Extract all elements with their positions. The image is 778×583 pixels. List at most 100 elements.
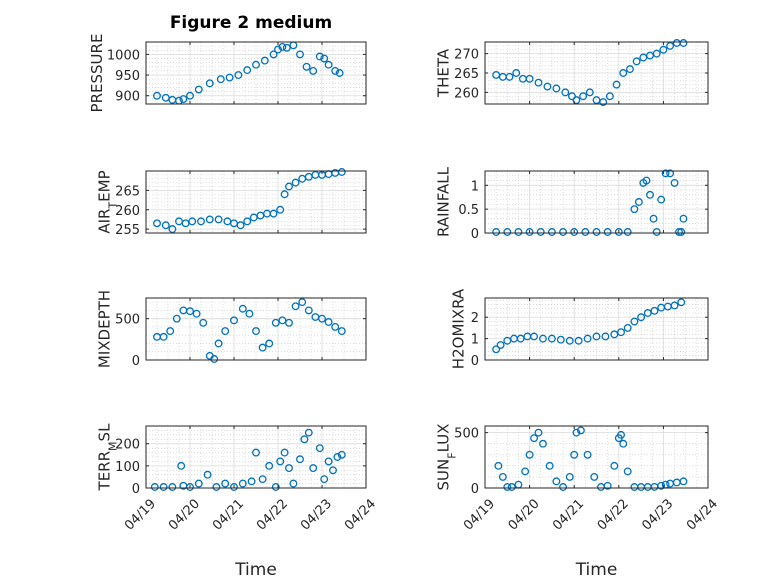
- data-point: [570, 228, 579, 236]
- data-point: [159, 332, 168, 341]
- data-point: [559, 483, 567, 491]
- data-point: [576, 426, 585, 435]
- data-point: [565, 336, 574, 345]
- y-axis-label: H2OMIXRA: [450, 288, 468, 369]
- data-point: [258, 475, 267, 484]
- data-point: [296, 50, 304, 59]
- data-point: [331, 66, 340, 75]
- y-axis-label: TERRMSL: [96, 423, 120, 492]
- data-point: [243, 66, 252, 75]
- data-point: [574, 336, 583, 345]
- data-point: [192, 309, 201, 318]
- y-tick-label: 265: [454, 67, 479, 82]
- data-point: [649, 214, 658, 223]
- y-tick-label: 265: [115, 184, 140, 199]
- data-point: [657, 481, 666, 490]
- axes-box: [145, 41, 367, 105]
- data-point: [570, 450, 579, 459]
- data-point: [643, 309, 652, 317]
- data-point: [536, 228, 545, 236]
- data-point: [670, 301, 679, 310]
- data-point: [337, 327, 346, 336]
- y-axis-label: MIXDEPTH: [96, 290, 114, 368]
- data-point: [197, 217, 205, 226]
- data-point: [661, 169, 670, 178]
- data-point: [521, 467, 530, 476]
- data-point: [150, 483, 159, 491]
- y-tick-label: 255: [115, 223, 140, 238]
- x-axis-label: Time: [234, 560, 277, 580]
- data-point: [324, 457, 333, 466]
- data-point: [630, 317, 639, 326]
- data-point: [243, 217, 252, 226]
- y-tick-label: 500: [454, 427, 479, 442]
- data-point: [679, 214, 688, 223]
- data-point: [166, 327, 175, 336]
- y-axis-label: PRESSURE: [88, 34, 106, 113]
- data-point: [315, 52, 324, 61]
- data-point: [276, 457, 285, 466]
- data-point: [186, 307, 194, 316]
- data-point: [492, 345, 501, 354]
- data-point: [159, 483, 168, 491]
- data-point: [252, 448, 260, 457]
- data-point: [539, 439, 547, 448]
- data-point: [630, 205, 639, 214]
- data-point: [205, 79, 214, 88]
- y-tick-label: 0: [471, 482, 479, 497]
- y-tick-label: 200: [115, 438, 140, 453]
- data-point: [525, 450, 534, 459]
- data-point: [561, 88, 570, 97]
- y-tick-label: 0: [471, 354, 479, 369]
- data-point: [498, 472, 507, 481]
- data-point: [285, 318, 293, 327]
- data-point: [592, 332, 601, 341]
- data-point: [619, 69, 628, 77]
- data-point: [614, 228, 623, 236]
- data-point: [556, 335, 565, 344]
- data-point: [525, 228, 534, 236]
- data-point: [503, 228, 512, 236]
- data-point: [320, 475, 329, 484]
- data-point: [276, 205, 285, 214]
- data-point: [265, 339, 274, 348]
- data-point: [315, 444, 324, 453]
- subplot-4: 0 0.5 1 RAINFALL: [435, 166, 709, 242]
- y-tick-label: 1: [471, 333, 479, 348]
- data-point: [599, 98, 608, 107]
- data-point: [583, 334, 592, 343]
- data-point: [236, 221, 245, 230]
- axes-box: [145, 170, 367, 234]
- data-point: [252, 60, 260, 69]
- data-point: [585, 88, 594, 97]
- data-point: [581, 228, 590, 236]
- data-point: [280, 448, 289, 457]
- y-tick-label: 500: [115, 313, 140, 328]
- data-point: [634, 198, 643, 206]
- data-point: [331, 322, 340, 331]
- data-point: [269, 209, 278, 218]
- data-point: [282, 43, 291, 52]
- data-point: [285, 464, 293, 473]
- data-point: [186, 91, 194, 100]
- y-axis-label: AIRTEMP: [96, 170, 120, 233]
- data-point: [503, 483, 512, 491]
- data-point: [507, 483, 516, 491]
- data-point: [559, 228, 567, 236]
- data-point: [186, 483, 194, 491]
- y-axis-label: SUNFLUX: [435, 424, 459, 491]
- data-point: [153, 219, 161, 228]
- data-point: [337, 450, 346, 459]
- data-point: [337, 168, 346, 176]
- data-point: [194, 479, 203, 488]
- data-point: [188, 217, 197, 226]
- data-point: [278, 316, 287, 325]
- y-tick-label: 0.5: [458, 203, 479, 218]
- data-point: [572, 428, 581, 437]
- data-point: [626, 65, 634, 74]
- data-point: [652, 49, 661, 58]
- data-point: [221, 479, 230, 488]
- data-point: [278, 43, 287, 51]
